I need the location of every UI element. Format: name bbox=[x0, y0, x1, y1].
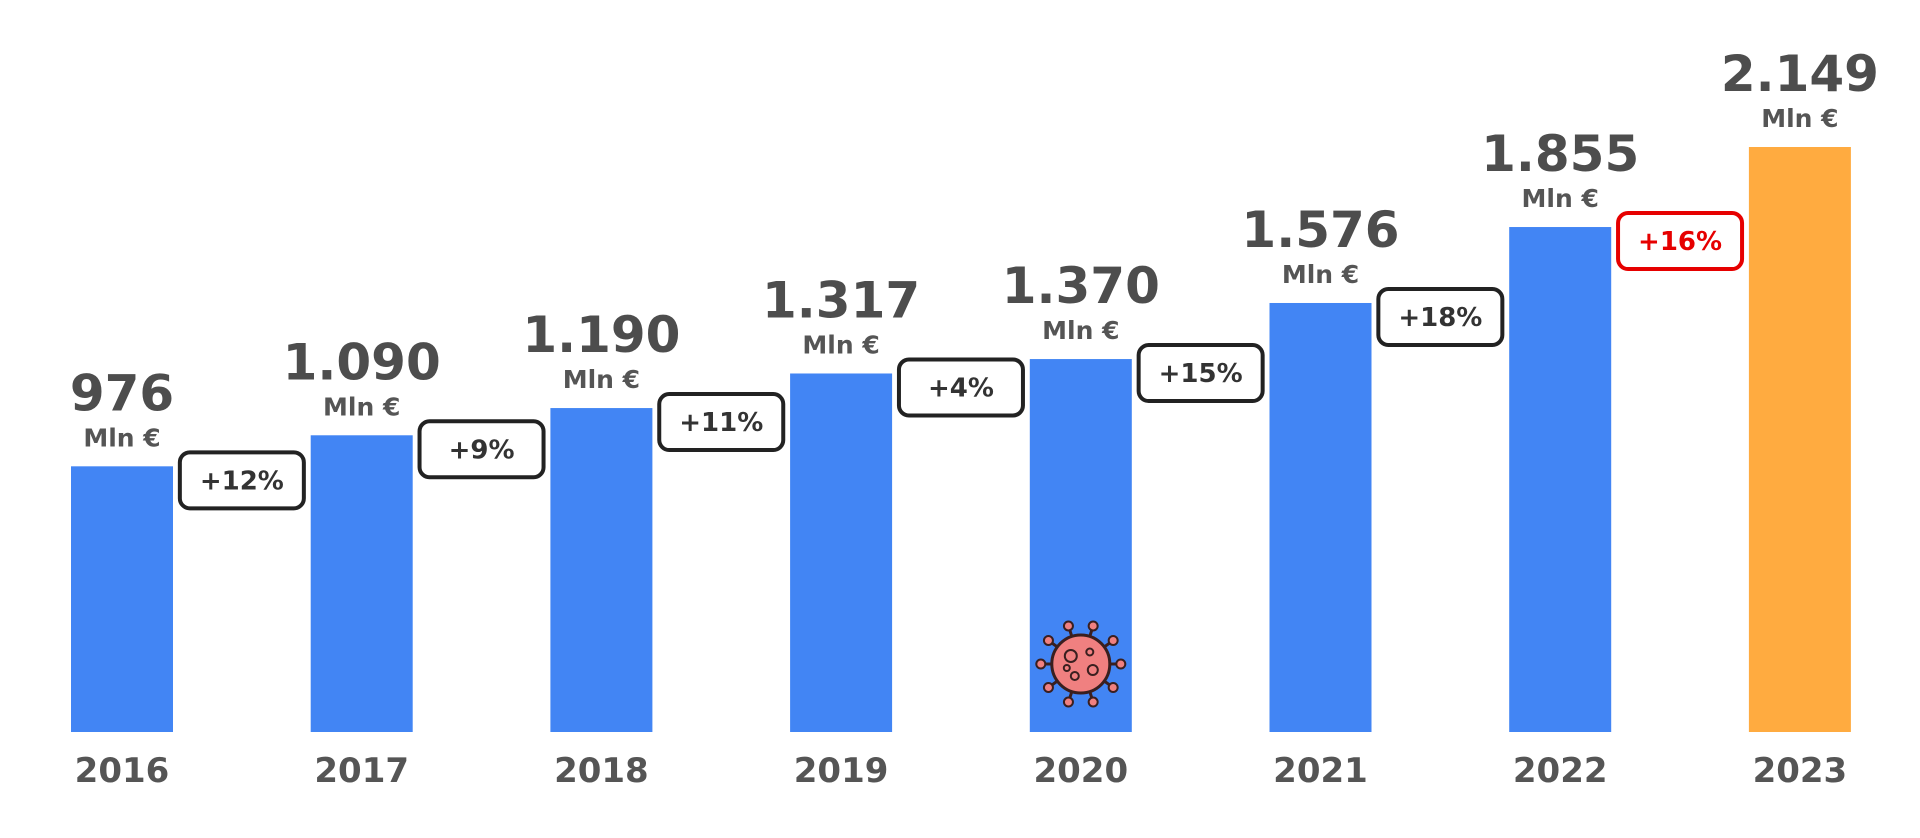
unit-label-2021: Mln € bbox=[1282, 260, 1359, 289]
change-badge-box bbox=[1616, 211, 1745, 272]
bar-2022 bbox=[1509, 227, 1612, 732]
year-label-2023: 2023 bbox=[1753, 751, 1848, 791]
change-badge-box bbox=[177, 450, 306, 511]
unit-label-2017: Mln € bbox=[323, 392, 400, 421]
bar-2023 bbox=[1748, 147, 1851, 732]
unit-label-2016: Mln € bbox=[83, 423, 160, 452]
change-badge-box bbox=[896, 357, 1025, 418]
unit-label-2023: Mln € bbox=[1761, 104, 1838, 133]
bar-2018 bbox=[550, 408, 653, 732]
change-badge-box bbox=[657, 392, 786, 453]
change-badge-text: +12% bbox=[200, 466, 284, 496]
change-badge-text: +11% bbox=[679, 408, 763, 438]
change-badge-2020: +4% bbox=[896, 357, 1025, 418]
value-label-2021: 1.576 bbox=[1241, 201, 1399, 259]
value-label-2023: 2.149 bbox=[1721, 45, 1879, 103]
bars-layer bbox=[71, 147, 1851, 732]
year-label-2017: 2017 bbox=[314, 751, 409, 791]
value-label-2022: 1.855 bbox=[1481, 125, 1639, 183]
change-badge-2019: +11% bbox=[657, 392, 786, 453]
value-label-2016: 976 bbox=[70, 364, 174, 422]
icons-layer bbox=[1035, 620, 1127, 708]
year-label-2021: 2021 bbox=[1273, 751, 1368, 791]
change-badge-2021: +15% bbox=[1136, 343, 1265, 404]
unit-label-2019: Mln € bbox=[802, 330, 879, 359]
value-label-2018: 1.190 bbox=[522, 306, 680, 364]
unit-label-2018: Mln € bbox=[563, 365, 640, 394]
bar-2019 bbox=[790, 373, 893, 732]
virus-icon bbox=[1035, 620, 1127, 708]
change-badge-box bbox=[1376, 286, 1505, 347]
change-badge-2022: +18% bbox=[1376, 286, 1505, 347]
change-badge-2023: +16% bbox=[1616, 211, 1745, 272]
value-label-2017: 1.090 bbox=[283, 333, 441, 391]
bar-2021 bbox=[1269, 302, 1372, 732]
change-badge-text: +4% bbox=[928, 373, 994, 403]
change-badge-text: +18% bbox=[1398, 303, 1482, 333]
year-label-2016: 2016 bbox=[75, 751, 170, 791]
change-badge-text: +9% bbox=[449, 435, 515, 465]
unit-label-2022: Mln € bbox=[1522, 184, 1599, 213]
change-badge-text: +15% bbox=[1159, 359, 1243, 389]
year-label-2019: 2019 bbox=[794, 751, 889, 791]
value-label-2020: 1.370 bbox=[1002, 257, 1160, 315]
value-label-2019: 1.317 bbox=[762, 271, 920, 329]
bar-2016 bbox=[71, 466, 173, 732]
change-badge-text: +16% bbox=[1638, 227, 1722, 257]
change-badge-box bbox=[1136, 343, 1265, 404]
year-label-2022: 2022 bbox=[1513, 751, 1608, 791]
bar-2017 bbox=[310, 435, 413, 732]
change-badges-layer: +12% +9% +11% +4% +15% +18% +16% bbox=[177, 211, 1745, 511]
year-label-2020: 2020 bbox=[1033, 751, 1128, 791]
change-badge-2017: +12% bbox=[177, 450, 306, 511]
change-badge-box bbox=[417, 419, 546, 480]
change-badge-2018: +9% bbox=[417, 419, 546, 480]
unit-label-2020: Mln € bbox=[1042, 316, 1119, 345]
year-label-2018: 2018 bbox=[554, 751, 649, 791]
